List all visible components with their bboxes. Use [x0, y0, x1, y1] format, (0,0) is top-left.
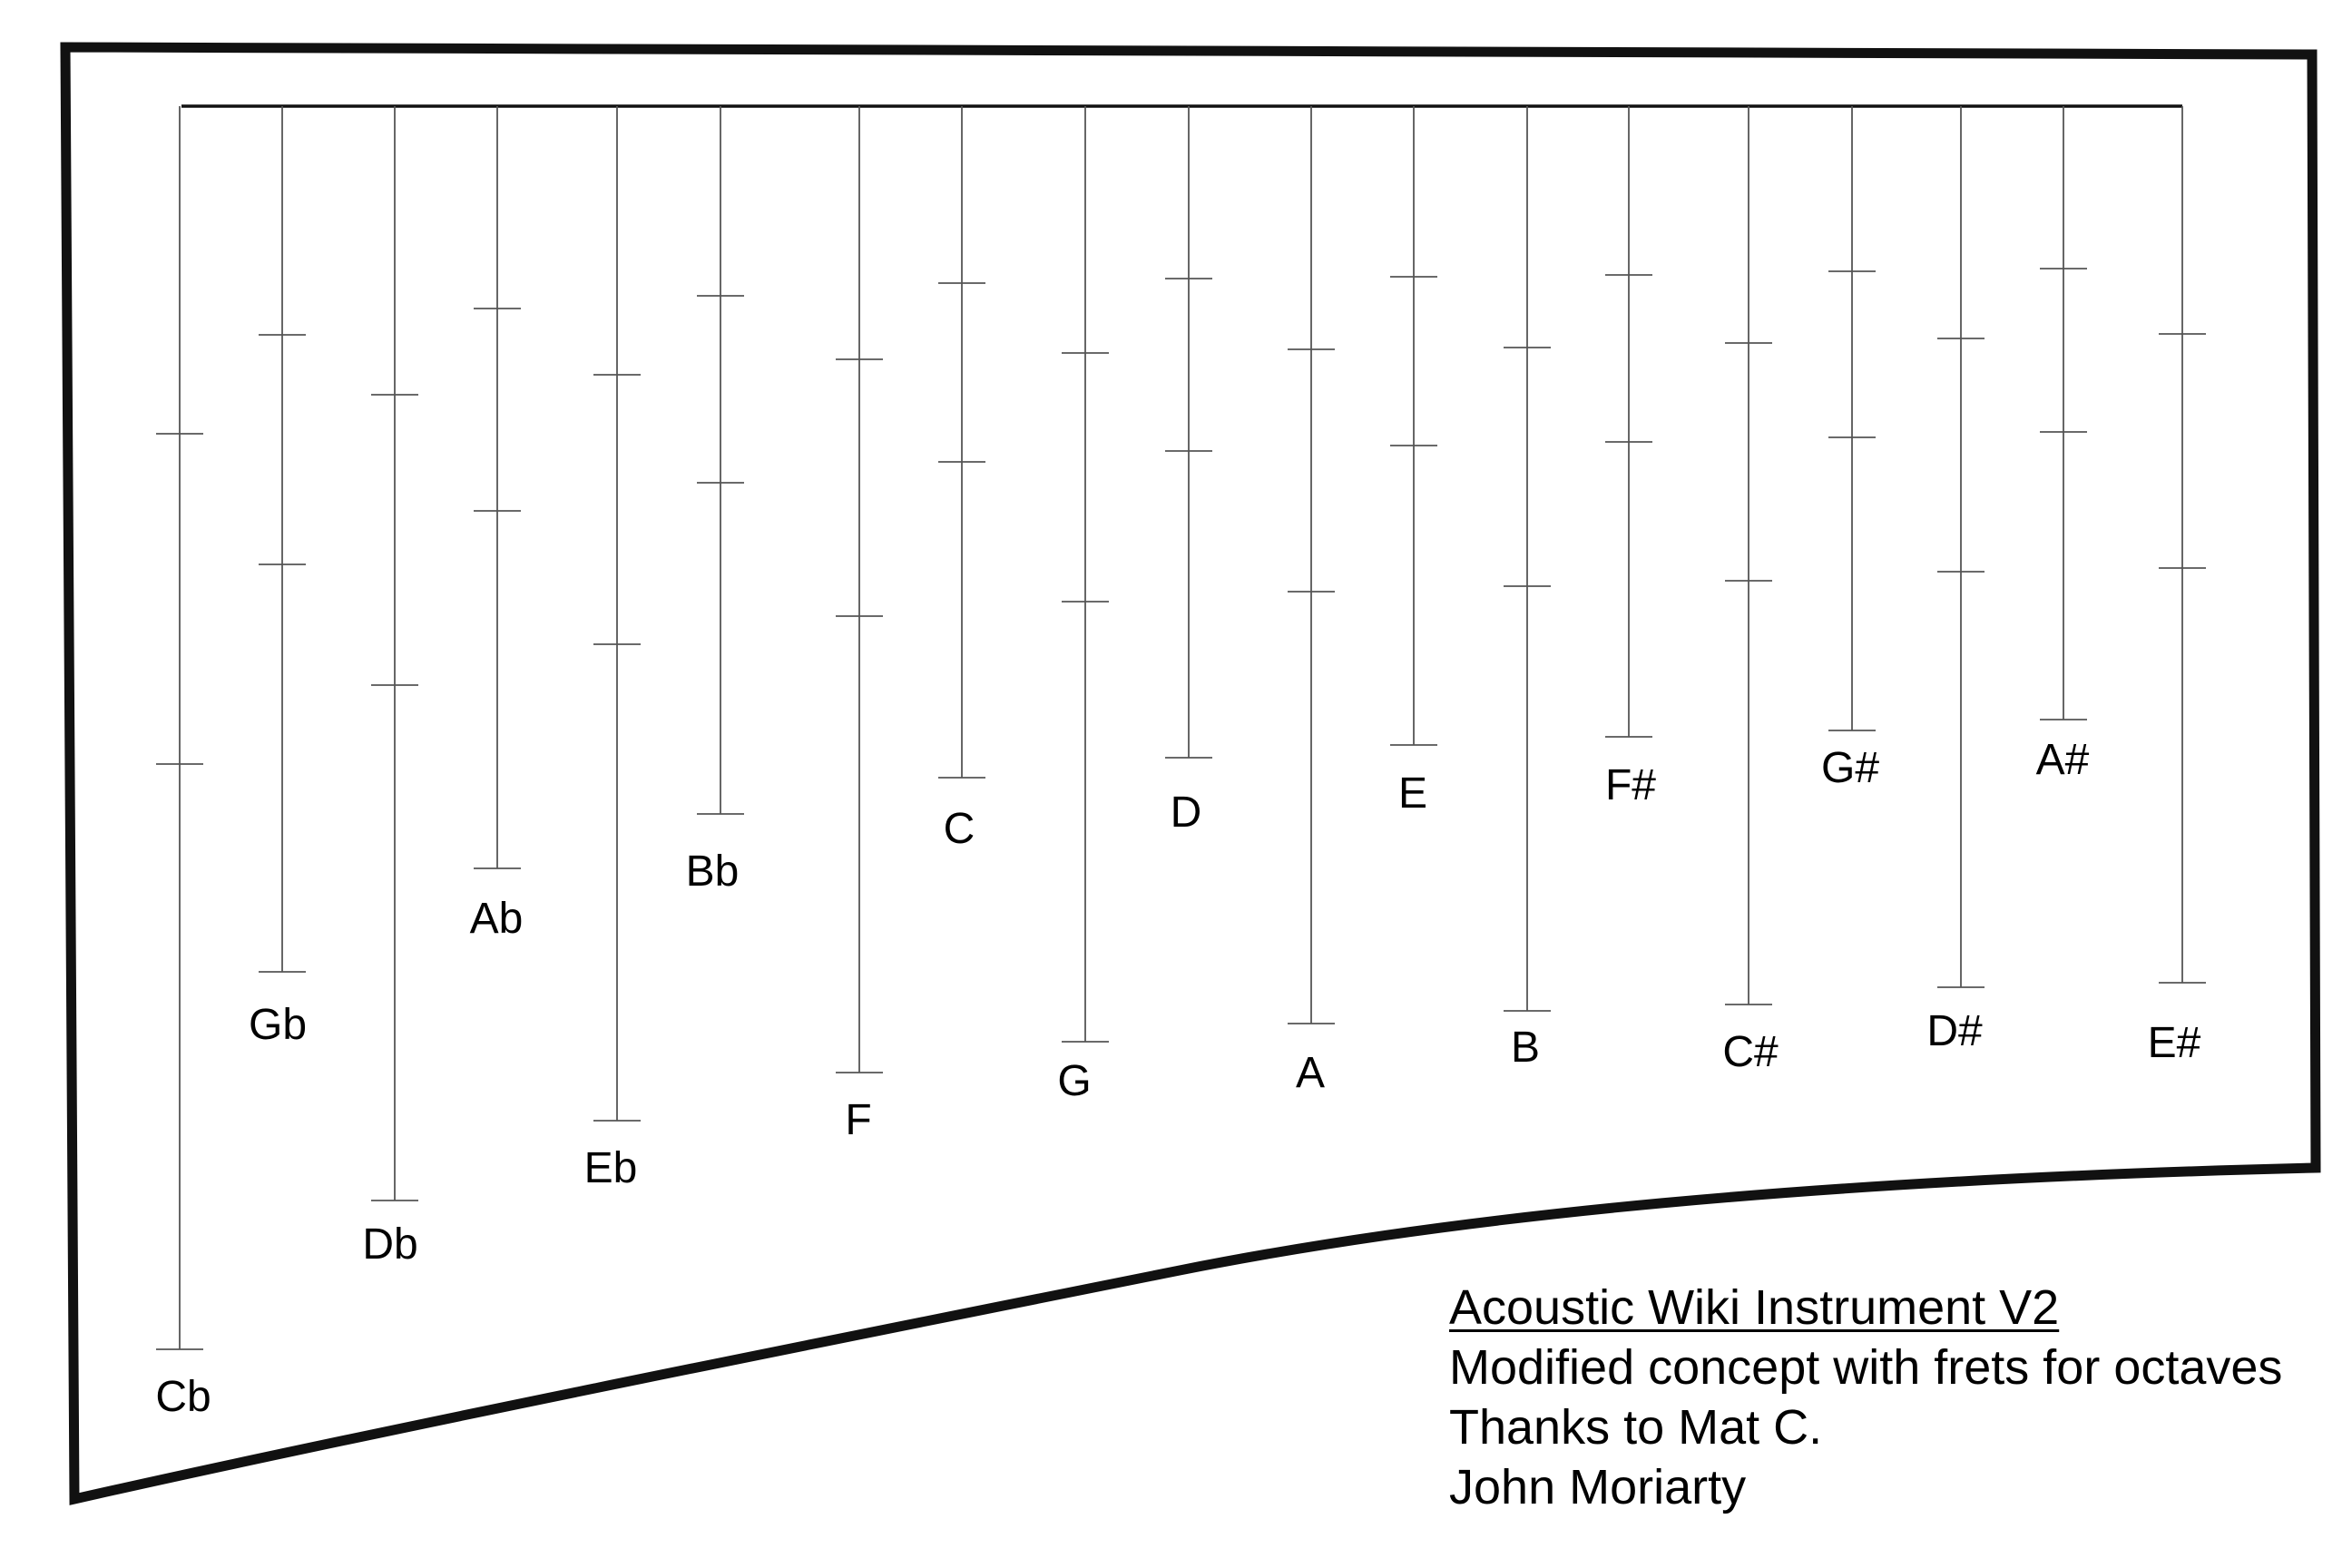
- note-label-e: E: [1398, 769, 1427, 818]
- note-label-g-sharp: G#: [1821, 744, 1879, 792]
- note-label-a-sharp: A#: [2036, 736, 2090, 784]
- note-label-d-flat: Db: [362, 1220, 417, 1269]
- note-label-c-sharp: C#: [1722, 1028, 1779, 1076]
- strings-group: Cb Gb Db Ab Eb Bb F C G D A E B F# C# G# D# A# E#: [155, 106, 2206, 1421]
- caption-line-concept: Modified concept with frets for octaves: [1449, 1340, 2283, 1395]
- note-label-f-sharp: F#: [1605, 761, 1656, 809]
- caption-line-thanks: Thanks to Mat C.: [1449, 1400, 1823, 1455]
- note-label-g: G: [1057, 1057, 1091, 1105]
- note-label-e-flat: Eb: [584, 1144, 638, 1192]
- instrument-body-outline: [60, 42, 2321, 1505]
- note-label-c: C: [944, 805, 975, 853]
- note-label-a: A: [1296, 1049, 1325, 1097]
- caption-block: Acoustic Wiki Instrument V2 Modified con…: [1449, 1278, 2282, 1517]
- diagram-title: Acoustic Wiki Instrument V2: [1449, 1280, 2060, 1335]
- note-label--flat: B: [1511, 1024, 1540, 1072]
- caption-line-author: John Moriarty: [1449, 1460, 1747, 1514]
- note-label-c-flat: Cb: [155, 1373, 211, 1421]
- note-label-g-flat: Gb: [249, 1001, 307, 1049]
- note-label-f: F: [845, 1096, 871, 1144]
- note-label-d-sharp: D#: [1926, 1007, 1983, 1055]
- note-label-b-flat: Bb: [686, 848, 740, 896]
- note-label-a-flat: Ab: [470, 895, 524, 943]
- note-label-d: D: [1171, 789, 1202, 837]
- note-label-e-sharp: E#: [2148, 1019, 2201, 1067]
